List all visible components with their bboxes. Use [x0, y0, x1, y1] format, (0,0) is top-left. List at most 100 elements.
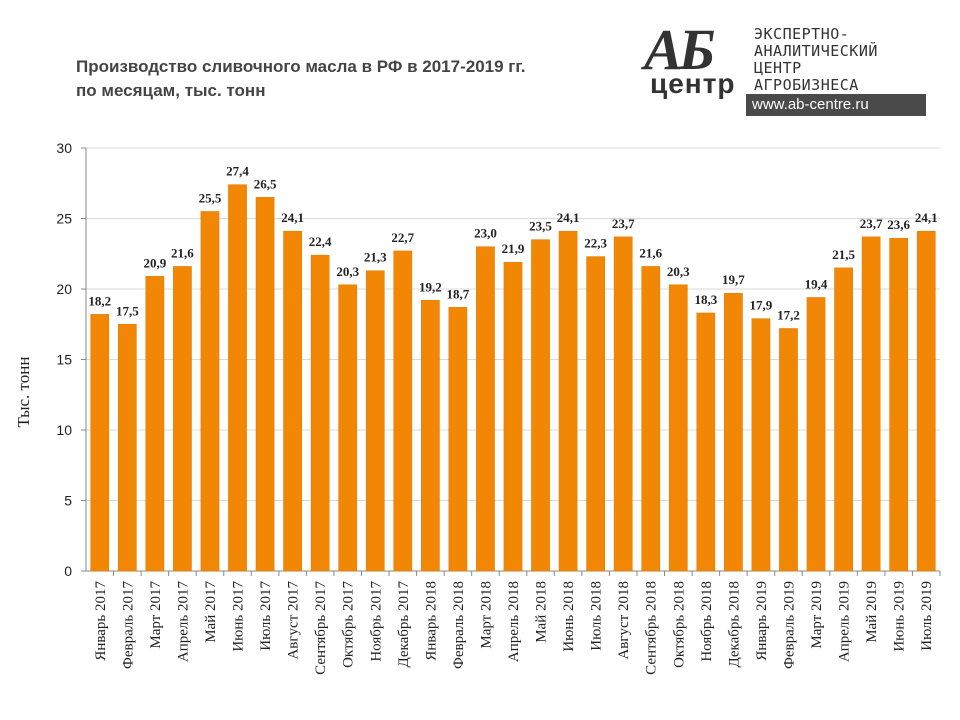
bar [90, 314, 110, 572]
logo-line-2: АНАЛИТИЧЕСКИЙ [754, 42, 878, 60]
bar [586, 256, 605, 572]
bar [117, 324, 137, 572]
chart-title: Производство сливочного масла в РФ в 201… [76, 55, 525, 103]
logo-mark: АБ центр [640, 17, 740, 106]
logo-line-4: АГРОБИЗНЕСА [754, 76, 859, 94]
bar [558, 230, 578, 572]
x-tick-label: Март 2017 [148, 581, 164, 649]
data-label: 19,7 [722, 272, 745, 287]
data-label: 21,3 [364, 250, 387, 265]
x-tick-label: Октябрь 2018 [671, 581, 687, 668]
y-tick-label: 10 [56, 422, 72, 438]
bar [806, 297, 826, 572]
bar [834, 267, 853, 572]
data-label: 24,1 [915, 210, 938, 225]
data-label: 21,9 [502, 241, 525, 256]
bar [861, 236, 881, 572]
bar [751, 318, 771, 572]
data-label: 23,7 [612, 216, 635, 231]
data-label: 25,5 [199, 190, 222, 205]
bar [531, 239, 550, 572]
data-label: 17,9 [750, 298, 773, 313]
data-label: 19,4 [805, 276, 828, 291]
data-label: 18,2 [88, 293, 111, 308]
data-label: 23,5 [529, 219, 552, 234]
logo-text: ЭКСПЕРТНО- АНАЛИТИЧЕСКИЙ ЦЕНТР АГРОБИЗНЕ… [754, 26, 878, 94]
y-tick-label: 15 [56, 352, 72, 368]
data-label: 21,6 [171, 245, 194, 260]
logo-url: www.ab-centre.ru [746, 94, 926, 116]
data-label: 20,3 [667, 264, 690, 279]
bar [448, 307, 468, 572]
x-tick-label: Сентябрь 2017 [313, 581, 329, 675]
data-label: 27,4 [226, 164, 249, 179]
y-tick-label: 0 [64, 563, 72, 579]
x-tick-label: Август 2017 [286, 581, 302, 660]
x-tick-label: Февраль 2018 [451, 581, 467, 669]
data-label: 21,6 [639, 245, 662, 260]
chart-title-line1: Производство сливочного масла в РФ в 201… [76, 57, 526, 76]
bar [310, 254, 330, 572]
x-tick-label: Июль 2017 [258, 581, 274, 651]
x-tick-label: Май 2018 [534, 581, 550, 643]
bar [173, 266, 192, 572]
data-label: 23,7 [860, 216, 883, 231]
x-tick-label: Декабрь 2018 [726, 581, 742, 668]
logo-mark-ab: АБ [644, 17, 716, 82]
y-tick-label: 20 [56, 281, 72, 297]
bar [613, 236, 633, 572]
ab-centre-logo: АБ центр ЭКСПЕРТНО- АНАЛИТИЧЕСКИЙ ЦЕНТР … [640, 17, 930, 122]
bar [283, 230, 302, 572]
x-tick-label: Январь 2018 [423, 581, 439, 661]
data-label: 23,0 [474, 226, 497, 241]
bar [696, 312, 716, 572]
data-label: 20,3 [336, 264, 359, 279]
bar [228, 184, 247, 572]
bar [365, 270, 385, 572]
x-tick-label: Июнь 2018 [561, 581, 577, 652]
data-label: 26,5 [254, 176, 277, 191]
data-label: 23,6 [887, 217, 910, 232]
bar [421, 300, 440, 572]
logo-line-3: ЦЕНТР [754, 59, 802, 77]
x-tick-label: Февраль 2019 [781, 581, 797, 669]
bar [200, 211, 220, 572]
x-tick-label: Март 2019 [809, 581, 825, 649]
logo-mark-center: центр [650, 68, 736, 99]
bar [503, 261, 523, 572]
x-tick-label: Июнь 2019 [892, 581, 908, 652]
bar [145, 276, 165, 572]
x-tick-label: Сентябрь 2018 [644, 581, 660, 675]
x-tick-label: Январь 2019 [754, 581, 770, 661]
y-tick-label: 5 [64, 493, 72, 509]
bar [393, 250, 413, 572]
x-tick-label: Февраль 2017 [120, 581, 136, 669]
bar [724, 292, 743, 572]
data-label: 22,4 [309, 234, 332, 249]
data-label: 22,3 [584, 236, 607, 251]
bar [338, 284, 358, 572]
data-label: 22,7 [391, 230, 414, 245]
bar [889, 237, 909, 572]
data-label: 24,1 [281, 210, 304, 225]
x-tick-label: Октябрь 2017 [341, 581, 357, 668]
data-label: 17,5 [116, 303, 139, 318]
bar [476, 246, 495, 572]
bar [668, 284, 688, 572]
chart-title-line2: по месяцам, тыс. тонн [76, 81, 266, 100]
x-tick-label: Ноябрь 2017 [368, 581, 384, 662]
x-tick-label: Апрель 2017 [175, 581, 191, 663]
x-tick-label: Март 2018 [478, 581, 494, 649]
data-label: 17,2 [777, 307, 800, 322]
x-tick-label: Май 2019 [864, 581, 880, 643]
data-label: 21,5 [832, 247, 855, 262]
bar [779, 328, 798, 572]
x-tick-label: Апрель 2018 [506, 581, 522, 662]
x-tick-label: Май 2017 [203, 581, 219, 643]
data-label: 24,1 [557, 210, 580, 225]
bar [916, 230, 936, 572]
y-tick-label: 25 [56, 211, 72, 227]
data-label: 20,9 [143, 255, 166, 270]
data-label: 18,7 [447, 286, 470, 301]
